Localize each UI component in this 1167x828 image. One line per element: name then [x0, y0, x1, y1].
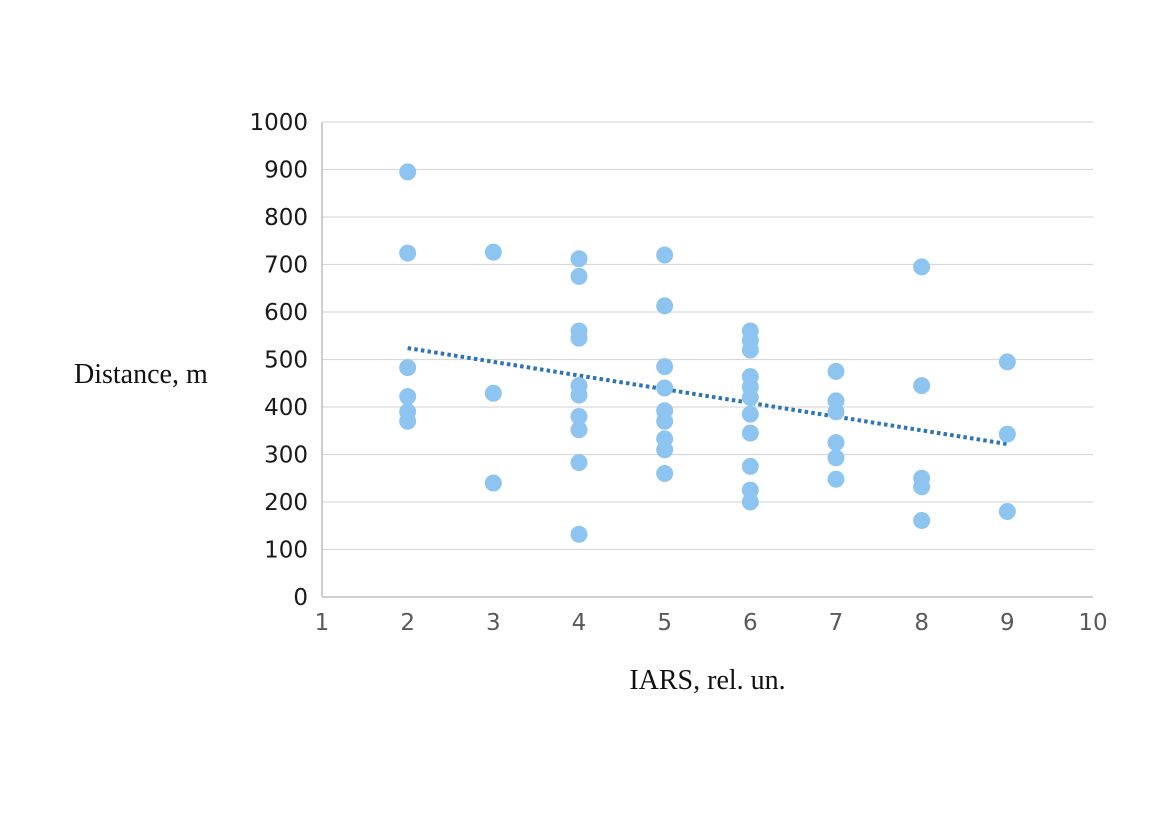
- y-tick-label: 800: [264, 205, 308, 231]
- data-point: [827, 362, 845, 380]
- data-point: [998, 425, 1016, 443]
- x-axis-title: IARS, rel. un.: [629, 665, 786, 696]
- y-tick-label: 0: [293, 585, 308, 611]
- data-point: [656, 379, 674, 397]
- x-tick-label: 10: [1078, 610, 1107, 636]
- y-tick-label: 100: [264, 538, 308, 564]
- data-point: [656, 297, 674, 315]
- data-point: [827, 434, 845, 452]
- data-point: [827, 403, 845, 421]
- data-point: [827, 449, 845, 467]
- y-tick-label: 1000: [249, 110, 308, 136]
- data-point: [913, 478, 931, 496]
- data-point: [484, 474, 502, 492]
- data-point: [741, 405, 759, 423]
- y-tick-label: 700: [264, 253, 308, 279]
- x-tick-label: 8: [914, 610, 929, 636]
- x-tick-label: 7: [829, 610, 844, 636]
- x-tick-label: 2: [400, 610, 415, 636]
- x-tick-label: 5: [657, 610, 672, 636]
- data-point: [741, 481, 759, 499]
- y-tick-label: 300: [264, 443, 308, 469]
- data-point: [399, 412, 417, 430]
- data-point: [741, 341, 759, 359]
- data-point: [741, 424, 759, 442]
- y-axis-title: Distance, m: [74, 359, 208, 390]
- data-point: [484, 243, 502, 261]
- y-tick-label: 500: [264, 348, 308, 374]
- data-point: [399, 359, 417, 377]
- data-point: [399, 244, 417, 262]
- x-tick-label: 9: [1000, 610, 1015, 636]
- y-tick-label: 900: [264, 158, 308, 184]
- data-point: [570, 525, 588, 543]
- trend-line: [407, 346, 1008, 447]
- data-point: [570, 408, 588, 425]
- data-point: [570, 386, 588, 404]
- data-point: [913, 512, 931, 530]
- x-tick-label: 4: [572, 610, 587, 636]
- data-point: [484, 384, 502, 402]
- y-tick-label: 400: [264, 395, 308, 421]
- data-point: [570, 421, 588, 439]
- data-point: [656, 246, 674, 264]
- data-point: [656, 465, 674, 482]
- data-point: [741, 389, 759, 406]
- data-point: [913, 258, 931, 276]
- x-tick-label: 1: [315, 610, 330, 636]
- data-point: [570, 329, 588, 347]
- data-point: [570, 267, 588, 285]
- data-point: [656, 358, 674, 376]
- data-point: [741, 457, 759, 475]
- data-point: [399, 163, 417, 181]
- data-point: [399, 388, 417, 406]
- x-tick-label: 3: [486, 610, 501, 636]
- data-point: [998, 503, 1016, 520]
- data-point: [998, 353, 1016, 371]
- y-tick-label: 600: [264, 300, 308, 326]
- data-point: [656, 412, 674, 430]
- data-point: [570, 454, 588, 472]
- data-point: [913, 377, 931, 395]
- data-point: [570, 250, 588, 268]
- data-point: [656, 441, 674, 459]
- data-point: [827, 470, 845, 488]
- x-tick-label: 6: [743, 610, 758, 636]
- data-point: [741, 493, 759, 511]
- y-tick-label: 200: [264, 490, 308, 516]
